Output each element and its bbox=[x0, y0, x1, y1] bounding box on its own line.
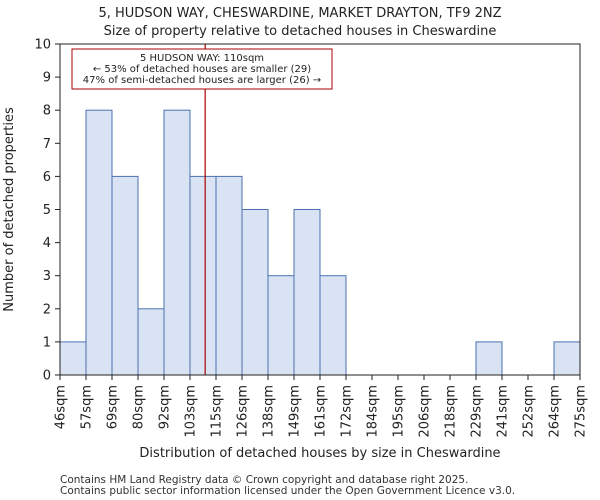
x-tick-label: 69sqm bbox=[106, 385, 121, 429]
x-axis-ticks: 46sqm 57sqm 69sqm 80sqm 92sqm 103sqm 115sqm 126… bbox=[54, 375, 589, 438]
bar-149sqm bbox=[293, 209, 321, 376]
x-tick-label: 206sqm bbox=[418, 385, 433, 438]
x-tick-label: 115sqm bbox=[210, 385, 225, 438]
x-tick-label: 252sqm bbox=[522, 385, 537, 438]
y-tick-label: 4 bbox=[43, 236, 51, 251]
x-tick-label: 46sqm bbox=[54, 385, 69, 429]
bar-69sqm bbox=[111, 175, 139, 376]
x-tick-label: 275sqm bbox=[574, 385, 589, 438]
x-tick-label: 149sqm bbox=[288, 385, 303, 438]
x-tick-label: 195sqm bbox=[392, 385, 407, 438]
x-axis-label: Distribution of detached houses by size … bbox=[139, 446, 500, 461]
bar-92sqm bbox=[163, 109, 191, 376]
bar-126sqm bbox=[241, 209, 269, 376]
y-tick-label: 8 bbox=[43, 104, 51, 119]
y-tick-label: 6 bbox=[43, 170, 51, 185]
bar-57sqm bbox=[85, 109, 113, 376]
x-tick-label: 184sqm bbox=[366, 385, 381, 438]
y-tick-label: 3 bbox=[43, 269, 51, 284]
y-tick-label: 9 bbox=[43, 71, 51, 86]
x-tick-label: 241sqm bbox=[496, 385, 511, 438]
annotation-line3: 47% of semi-detached houses are larger (… bbox=[83, 75, 321, 86]
x-tick-label: 92sqm bbox=[158, 385, 173, 429]
bar-46sqm bbox=[59, 341, 87, 376]
bar-229sqm bbox=[475, 341, 503, 376]
annotation-line2: ← 53% of detached houses are smaller (29… bbox=[93, 64, 311, 75]
x-tick-label: 161sqm bbox=[314, 385, 329, 438]
x-tick-label: 229sqm bbox=[470, 385, 485, 438]
y-tick-label: 1 bbox=[43, 335, 51, 350]
x-tick-label: 80sqm bbox=[132, 385, 147, 429]
chart-title-line2: Size of property relative to detached ho… bbox=[104, 24, 497, 39]
x-tick-label: 264sqm bbox=[548, 385, 563, 438]
y-tick-label: 2 bbox=[43, 302, 51, 317]
footer-line2: Contains public sector information licen… bbox=[60, 485, 515, 497]
bar-80sqm bbox=[137, 308, 165, 376]
annotation-line1: 5 HUDSON WAY: 110sqm bbox=[140, 53, 264, 64]
y-tick-label: 10 bbox=[34, 38, 51, 53]
y-tick-label: 7 bbox=[43, 137, 51, 152]
bar-161sqm bbox=[319, 275, 347, 376]
y-axis-label: Number of detached properties bbox=[2, 107, 17, 312]
x-tick-label: 218sqm bbox=[444, 385, 459, 438]
chart-title-line1: 5, HUDSON WAY, CHESWARDINE, MARKET DRAYT… bbox=[98, 6, 501, 21]
footer-line1: Contains HM Land Registry data © Crown c… bbox=[60, 474, 468, 486]
bar-103sqm bbox=[189, 175, 217, 376]
x-tick-label: 103sqm bbox=[184, 385, 199, 438]
x-tick-label: 138sqm bbox=[262, 385, 277, 438]
x-tick-label: 57sqm bbox=[80, 385, 95, 429]
x-tick-label: 172sqm bbox=[340, 385, 355, 438]
bar-series bbox=[59, 109, 581, 376]
bar-138sqm bbox=[267, 275, 295, 376]
annotation-box: 5 HUDSON WAY: 110sqm ← 53% of detached h… bbox=[71, 48, 333, 90]
y-tick-label: 5 bbox=[43, 203, 51, 218]
y-axis-ticks: 0 1 2 3 4 5 6 7 8 9 10 bbox=[34, 38, 60, 384]
annotation-border bbox=[71, 48, 333, 90]
bar-264sqm bbox=[553, 341, 581, 376]
x-tick-label: 126sqm bbox=[236, 385, 251, 438]
bar-115sqm bbox=[215, 175, 243, 376]
y-tick-label: 0 bbox=[43, 369, 51, 384]
